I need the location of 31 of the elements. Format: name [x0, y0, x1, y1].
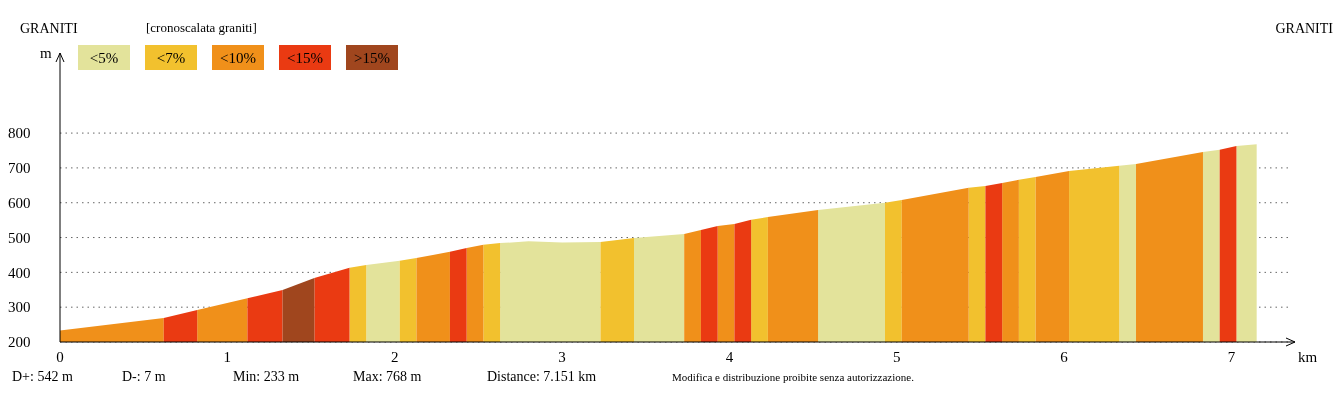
x-axis-title: km — [1298, 349, 1318, 365]
x-tick-label: 2 — [390, 349, 399, 365]
text: >15% — [354, 50, 390, 66]
x-tick-label: 0 — [56, 349, 64, 365]
text: GRANITI — [1275, 21, 1334, 36]
text: GRANITI — [20, 21, 78, 36]
text: Modifica e distribuzione proibite senza autorizzazione. — [672, 371, 915, 383]
y-axis-title: m — [40, 45, 52, 61]
x-tick-label: 7 — [1227, 349, 1236, 365]
text: D+: 542 m — [12, 369, 73, 384]
y-tick-label: 500 — [8, 229, 31, 246]
y-tick-label: 200 — [8, 334, 31, 351]
text: Max: 768 m — [353, 369, 422, 384]
text: <15% — [287, 50, 323, 66]
y-tick-label: 700 — [8, 160, 31, 177]
text: <10% — [220, 50, 256, 66]
text: Distance: 7.151 km — [487, 369, 597, 384]
y-tick-label: 400 — [8, 264, 31, 281]
x-tick-label: 4 — [725, 349, 734, 365]
y-tick-label: 600 — [8, 194, 31, 211]
x-tick-label: 1 — [223, 349, 232, 365]
chart-subtitle: [cronoscalata graniti] — [146, 20, 257, 35]
y-tick-label: 300 — [8, 299, 31, 316]
text: D-: 7 m — [122, 369, 166, 384]
x-tick-label: 6 — [1060, 349, 1069, 365]
y-tick-label: 800 — [8, 125, 31, 142]
x-tick-label: 3 — [558, 349, 566, 365]
text: <7% — [156, 50, 186, 66]
x-tick-label: 5 — [892, 349, 901, 365]
text: Min: 233 m — [233, 369, 300, 384]
text: <5% — [89, 50, 119, 66]
